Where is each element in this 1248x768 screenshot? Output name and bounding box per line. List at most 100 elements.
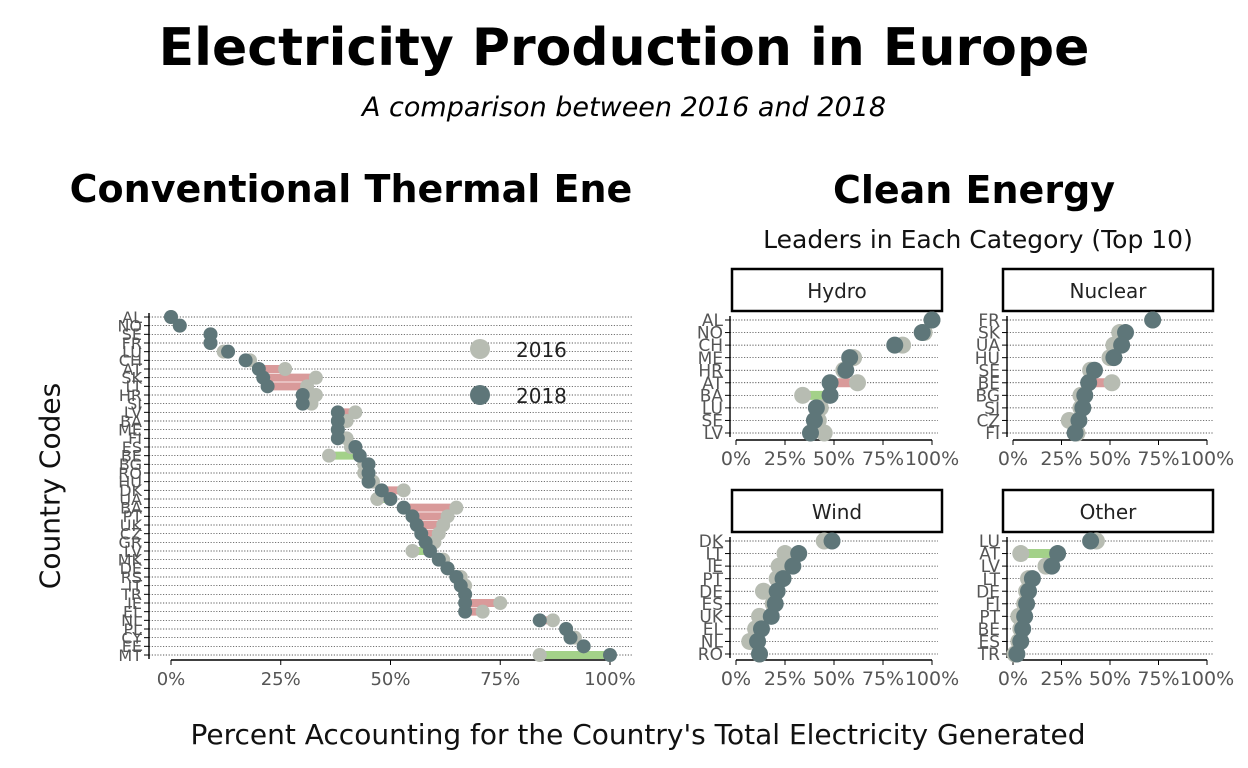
thermal-y-tick-label: LV bbox=[124, 542, 142, 561]
facet-wind-point-2018 bbox=[751, 645, 769, 663]
facet-other-x-tick-label: 75% bbox=[1137, 668, 1179, 690]
thermal-point-2018 bbox=[532, 613, 547, 628]
thermal-y-tick-label: CY bbox=[121, 628, 142, 647]
thermal-y-tick-label: UK bbox=[120, 516, 143, 535]
facet-nuclear-x-tick-label: 75% bbox=[1137, 448, 1179, 470]
thermal-point-2016 bbox=[322, 448, 337, 463]
facet-label-nuclear: Nuclear bbox=[1070, 279, 1148, 303]
thermal-point-2018 bbox=[172, 318, 187, 333]
thermal-y-tick-label: ME bbox=[118, 420, 142, 439]
facet-strip-other bbox=[1001, 488, 1215, 534]
facet-strip-hydro bbox=[730, 267, 944, 313]
facet-hydro-x-tick-label: 100% bbox=[905, 448, 959, 470]
facet-hydro-y-tick-label: LU bbox=[702, 399, 723, 419]
thermal-point-2018 bbox=[423, 544, 438, 558]
thermal-y-tick-label: SI bbox=[127, 394, 142, 413]
thermal-y-tick-label: DE bbox=[120, 559, 142, 578]
facet-label-hydro: Hydro bbox=[807, 279, 867, 303]
facet-nuclear-point-2018 bbox=[1076, 386, 1094, 404]
facet-nuclear-y-tick-label: CZ bbox=[976, 412, 1000, 432]
facet-wind-y-tick-label: PT bbox=[702, 570, 723, 590]
facet-wind-y-tick-label: DK bbox=[699, 532, 724, 552]
facet-other-point-2018 bbox=[1020, 582, 1038, 600]
facet-hydro-point-2016 bbox=[849, 374, 867, 392]
thermal-point-2016 bbox=[278, 362, 293, 376]
facet-other-y-tick-label: FI bbox=[985, 595, 1000, 615]
legend-label-2016: 2016 bbox=[516, 338, 567, 362]
facet-other-y-tick-label: ES bbox=[978, 633, 1000, 653]
facet-nuclear-x-tick-label: 50% bbox=[1089, 448, 1131, 470]
facet-wind-point-2018 bbox=[823, 532, 841, 550]
thermal-y-tick-label: BA bbox=[120, 498, 142, 517]
facet-other-x-tick-label: 100% bbox=[1180, 668, 1234, 690]
thermal-point-2018 bbox=[431, 552, 446, 567]
facet-hydro-y-tick-label: NO bbox=[697, 324, 723, 344]
facet-wind-point-2018 bbox=[784, 557, 802, 575]
facet-nuclear-point-2018 bbox=[1066, 424, 1084, 442]
facet-hydro-x-tick-label: 0% bbox=[721, 448, 751, 470]
facet-nuclear-x-tick-label: 100% bbox=[1180, 448, 1234, 470]
thermal-point-2018 bbox=[352, 448, 367, 463]
facet-other-point-2018 bbox=[1082, 532, 1100, 550]
facet-other-point-2018 bbox=[1014, 620, 1032, 638]
facet-other-point-2018 bbox=[1018, 595, 1036, 613]
facet-hydro-point-2018 bbox=[913, 324, 931, 342]
thermal-point-2018 bbox=[260, 379, 275, 394]
legend-marker-2016 bbox=[470, 339, 490, 359]
facet-nuclear-y-tick-label: FI bbox=[985, 424, 1000, 444]
thermal-y-tick-label: HU bbox=[118, 472, 142, 491]
facet-hydro-point-2018 bbox=[821, 386, 839, 404]
thermal-point-2016 bbox=[493, 596, 508, 610]
facet-hydro-x-tick-label: 25% bbox=[764, 448, 806, 470]
thermal-y-tick-label: NL bbox=[121, 611, 142, 630]
clean-panel-subtitle: Leaders in Each Category (Top 10) bbox=[763, 225, 1193, 254]
facet-nuclear-y-tick-label: FR bbox=[978, 311, 1000, 331]
facet-other-point-2018 bbox=[1008, 645, 1026, 663]
facet-wind-y-tick-label: EL bbox=[703, 620, 724, 640]
facet-nuclear-y-tick-label: HU bbox=[975, 349, 1000, 369]
facet-hydro-point-2018 bbox=[807, 399, 825, 417]
thermal-y-tick-label: MK bbox=[118, 550, 143, 569]
facet-other-x-tick-label: 50% bbox=[1089, 668, 1131, 690]
facet-wind-point-2018 bbox=[749, 632, 767, 650]
facet-wind-y-tick-label: RO bbox=[698, 645, 723, 665]
facet-other-y-tick-label: LV bbox=[981, 557, 1001, 577]
facet-other-x-tick-label: 0% bbox=[998, 668, 1028, 690]
facet-other-point-2018 bbox=[1016, 607, 1034, 625]
facet-nuclear-x-tick-label: 0% bbox=[998, 448, 1028, 470]
thermal-point-2016 bbox=[532, 648, 547, 662]
thermal-y-tick-label: FI bbox=[128, 429, 142, 448]
thermal-y-tick-label: ES bbox=[122, 438, 142, 457]
facet-hydro-point-2016 bbox=[794, 386, 812, 404]
facet-hydro-point-2018 bbox=[923, 311, 941, 329]
facet-other-y-tick-label: DE bbox=[976, 582, 1000, 602]
facet-other-y-tick-label: LT bbox=[982, 570, 1000, 590]
facet-nuclear-y-tick-label: SE bbox=[978, 361, 1000, 381]
facet-other-x-tick-label: 25% bbox=[1040, 668, 1082, 690]
facet-hydro-y-tick-label: AT bbox=[702, 374, 723, 394]
thermal-point-2016 bbox=[475, 604, 490, 619]
facet-hydro-y-tick-label: LV bbox=[704, 424, 724, 444]
facet-label-wind: Wind bbox=[812, 500, 862, 524]
facet-other-y-tick-label: PT bbox=[979, 607, 1000, 627]
thermal-y-tick-label: CH bbox=[119, 351, 142, 370]
facet-nuclear-y-tick-label: BE bbox=[978, 374, 1000, 394]
facet-hydro-y-tick-label: CH bbox=[698, 336, 723, 356]
facet-hydro-y-tick-label: BA bbox=[700, 386, 724, 406]
facet-wind-x-tick-label: 0% bbox=[721, 668, 751, 690]
thermal-y-tick-label: LV bbox=[124, 403, 142, 422]
x-axis-caption: Percent Accounting for the Country's Tot… bbox=[190, 718, 1086, 751]
facet-hydro-point-2018 bbox=[801, 424, 819, 442]
thermal-point-2018 bbox=[164, 310, 178, 324]
facet-hydro-point-2018 bbox=[886, 336, 904, 354]
facet-nuclear-y-tick-label: BG bbox=[975, 386, 1000, 406]
facet-wind-x-tick-label: 75% bbox=[862, 668, 904, 690]
facet-other-point-2016 bbox=[1012, 545, 1030, 563]
thermal-point-2018 bbox=[563, 630, 578, 645]
facet-other-point-2018 bbox=[1043, 557, 1061, 575]
thermal-panel-title: Conventional Thermal Ene bbox=[70, 167, 633, 211]
